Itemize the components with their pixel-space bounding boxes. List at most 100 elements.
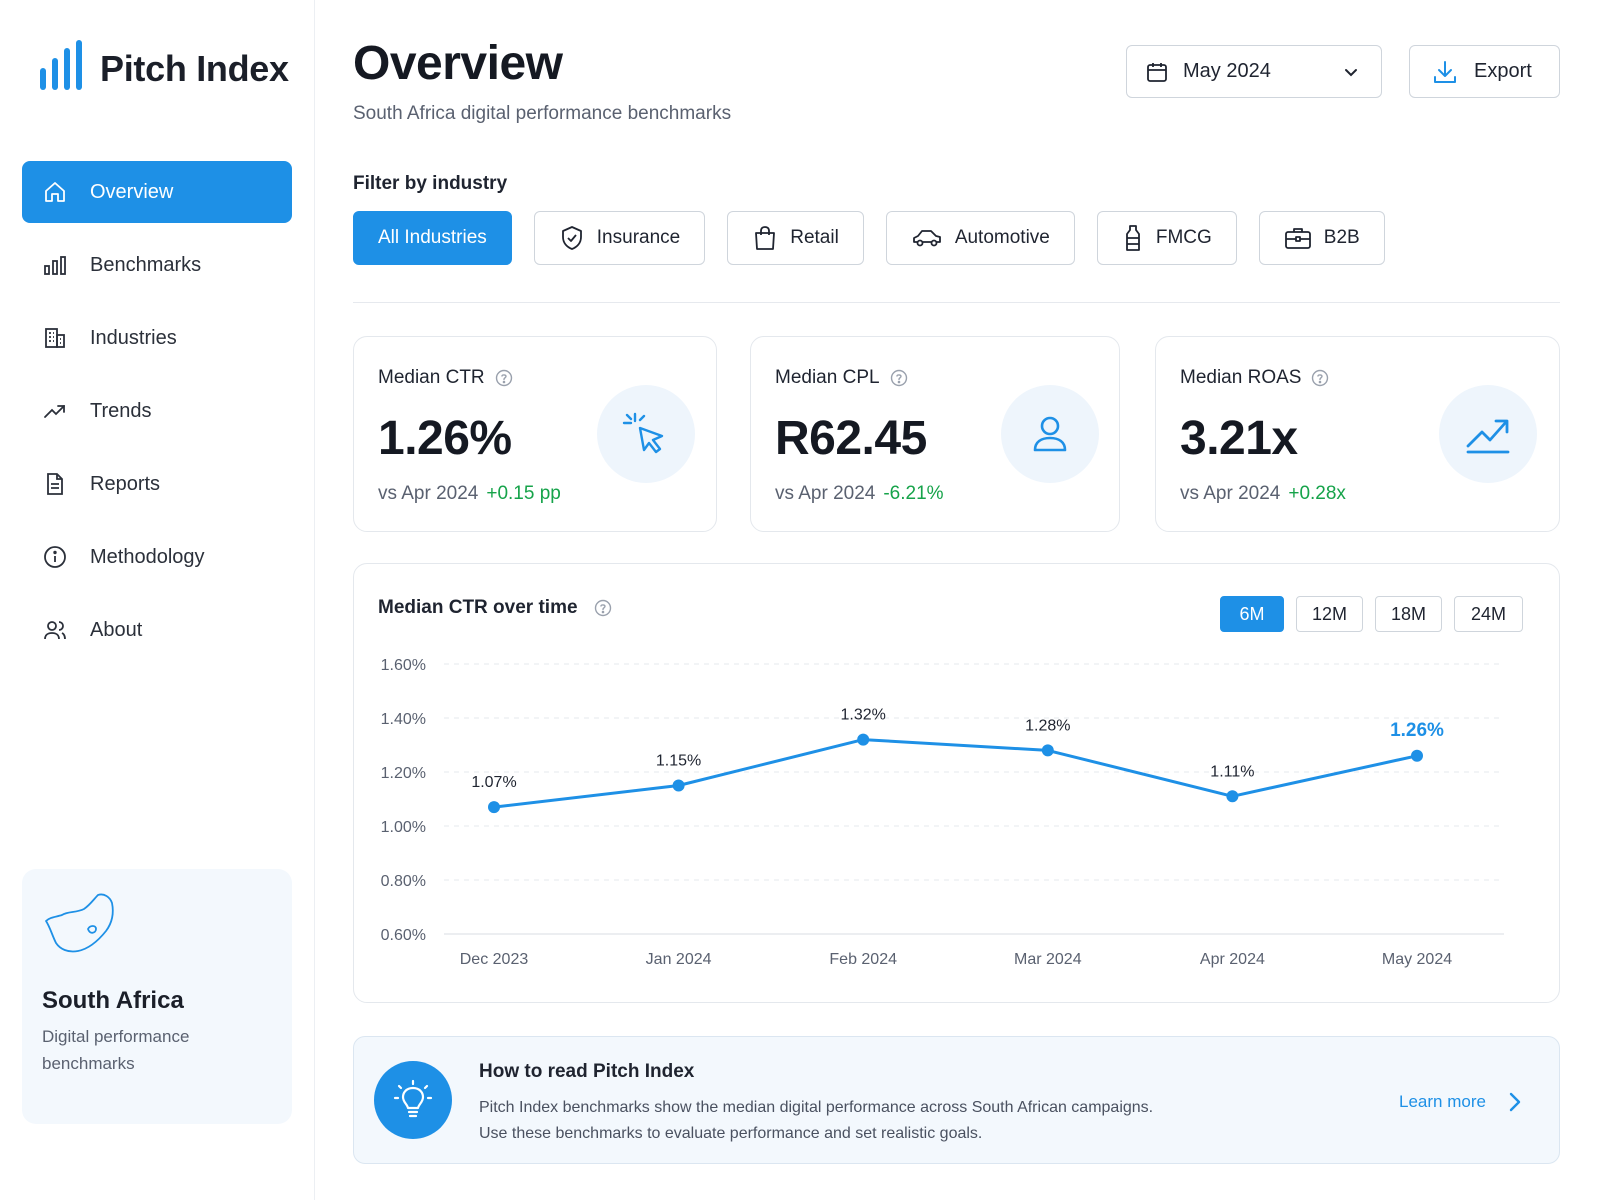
data-point: [1411, 749, 1423, 762]
y-tick-label: 0.80%: [381, 873, 426, 890]
learn-more-label: Learn more: [1399, 1092, 1486, 1111]
info-title: How to read Pitch Index: [479, 1061, 695, 1082]
date-select[interactable]: May 2024: [1126, 45, 1382, 98]
kpi-delta: +0.28x: [1288, 483, 1346, 504]
chip-label: B2B: [1323, 227, 1360, 248]
chart-title: Median CTR over time: [378, 597, 612, 619]
chip-label: All Industries: [378, 227, 487, 248]
range-12m-button[interactable]: 12M: [1296, 596, 1363, 632]
range-18m-button[interactable]: 18M: [1375, 596, 1442, 632]
home-icon: [42, 179, 68, 205]
bar-chart-logo-icon: [40, 40, 84, 97]
kpi-compare-text: vs Apr 2024: [378, 483, 479, 504]
learn-more-link[interactable]: Learn more: [1399, 1091, 1522, 1113]
data-label: 1.28%: [1025, 717, 1070, 734]
sidebar-item-reports[interactable]: Reports: [22, 453, 292, 515]
ctr-line-chart: 1.60% 1.40% 1.20% 1.00% 0.80% 0.60% Dec 2023 Ja…: [381, 657, 1504, 968]
chip-all-industries[interactable]: All Industries: [353, 211, 512, 265]
users-icon: [42, 617, 68, 643]
data-label: 1.15%: [656, 753, 701, 770]
chip-retail[interactable]: Retail: [727, 211, 864, 265]
kpi-value: 3.21x: [1180, 412, 1298, 465]
y-tick-label: 1.60%: [381, 657, 426, 674]
sidebar-item-benchmarks[interactable]: Benchmarks: [22, 234, 292, 296]
region-subtitle: Digital performance benchmarks: [42, 1027, 190, 1073]
sidebar-item-about[interactable]: About: [22, 599, 292, 661]
sidebar-item-label: About: [90, 618, 143, 641]
help-icon[interactable]: [1311, 369, 1329, 387]
sidebar-item-industries[interactable]: Industries: [22, 307, 292, 369]
calendar-icon: [1145, 60, 1169, 84]
data-label: 1.32%: [841, 707, 886, 724]
chip-fmcg[interactable]: FMCG: [1096, 211, 1237, 265]
kpi-compare-text: vs Apr 2024: [1180, 483, 1281, 504]
y-tick-label: 1.40%: [381, 711, 426, 728]
sidebar-nav: Overview Benchmarks Industries Trends Re…: [22, 161, 292, 672]
trend-icon: [42, 398, 68, 424]
bar-chart-icon: [42, 252, 68, 278]
kpi-card-ctr: Median CTR 1.26% vs Apr 2024 +0.15 pp: [353, 336, 717, 532]
x-tick-label: Jan 2024: [646, 951, 712, 968]
region-card: South Africa Digital performance benchma…: [22, 869, 292, 1124]
kpi-card-roas: Median ROAS 3.21x vs Apr 2024 +0.28x: [1155, 336, 1560, 532]
data-point: [1226, 790, 1239, 803]
chip-label: Automotive: [954, 227, 1050, 248]
help-icon[interactable]: [890, 369, 908, 387]
export-label: Export: [1474, 60, 1532, 82]
kpi-label-text: Median CTR: [378, 367, 485, 388]
briefcase-icon: [1284, 225, 1312, 251]
sidebar-item-trends[interactable]: Trends: [22, 380, 292, 442]
logo[interactable]: Pitch Index: [40, 40, 289, 97]
kpi-delta: -6.21%: [883, 483, 944, 504]
car-icon: [911, 225, 943, 251]
chip-b2b[interactable]: B2B: [1258, 211, 1385, 265]
shopping-bag-icon: [752, 225, 778, 251]
data-point: [1041, 744, 1054, 757]
sidebar-item-overview[interactable]: Overview: [22, 161, 292, 223]
range-6m-button[interactable]: 6M: [1220, 596, 1284, 632]
kpi-label: Median CTR: [378, 367, 513, 389]
south-africa-map-icon: [42, 893, 118, 961]
help-icon[interactable]: [594, 599, 612, 617]
x-tick-label: May 2024: [1382, 951, 1452, 968]
chip-insurance[interactable]: Insurance: [533, 211, 706, 265]
page-title: Overview: [353, 37, 563, 90]
sidebar-item-label: Overview: [90, 180, 174, 203]
shield-icon: [559, 225, 585, 251]
range-24m-button[interactable]: 24M: [1454, 596, 1523, 632]
sidebar-item-label: Trends: [90, 399, 152, 422]
info-line-1: Pitch Index benchmarks show the median d…: [479, 1099, 1154, 1116]
building-icon: [42, 325, 68, 351]
help-icon[interactable]: [495, 369, 513, 387]
cursor-click-icon: [597, 385, 695, 483]
sidebar-item-label: Reports: [90, 472, 161, 495]
kpi-label-text: Median ROAS: [1180, 367, 1302, 388]
chevron-right-icon: [1508, 1091, 1522, 1113]
sidebar-item-label: Benchmarks: [90, 253, 202, 276]
region-title: South Africa: [42, 987, 184, 1014]
data-point: [857, 733, 870, 746]
kpi-label: Median CPL: [775, 367, 908, 389]
chip-automotive[interactable]: Automotive: [885, 211, 1075, 265]
chart-title-text: Median CTR over time: [378, 597, 578, 618]
series-line: [493, 738, 1418, 809]
sidebar-item-methodology[interactable]: Methodology: [22, 526, 292, 588]
kpi-compare: vs Apr 2024 +0.28x: [1180, 483, 1346, 505]
divider: [353, 302, 1560, 303]
kpi-value: R62.45: [775, 412, 927, 465]
chip-label: FMCG: [1155, 227, 1212, 248]
data-point: [672, 779, 685, 792]
x-tick-label: Mar 2024: [1014, 951, 1082, 968]
info-line-2: Use these benchmarks to evaluate perform…: [479, 1125, 983, 1142]
kpi-compare: vs Apr 2024 -6.21%: [775, 483, 944, 505]
ctr-chart-card: Median CTR over time 6M 12M 18M 24M 1.60…: [353, 563, 1560, 1003]
export-button[interactable]: Export: [1409, 45, 1560, 98]
kpi-label-text: Median CPL: [775, 367, 880, 388]
data-label: 1.07%: [471, 774, 516, 791]
kpi-value: 1.26%: [378, 412, 512, 465]
trend-up-icon: [1439, 385, 1537, 483]
y-tick-label: 1.00%: [381, 819, 426, 836]
y-tick-label: 1.20%: [381, 765, 426, 782]
main-content: Overview South Africa digital performanc…: [353, 0, 1563, 1200]
kpi-label: Median ROAS: [1180, 367, 1329, 389]
